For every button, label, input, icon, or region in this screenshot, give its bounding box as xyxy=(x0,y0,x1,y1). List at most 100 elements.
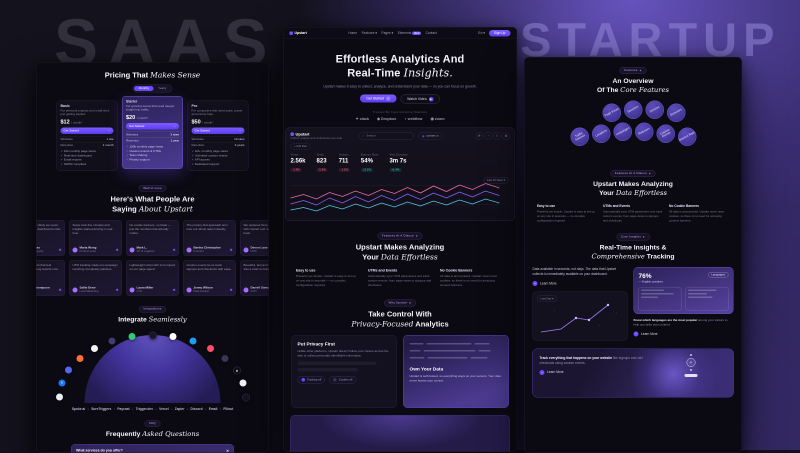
mini-panel xyxy=(638,287,682,312)
card-heading: Own Your Data xyxy=(409,366,444,373)
download-icon[interactable]: ⤓ xyxy=(493,132,501,140)
mock-row xyxy=(297,361,377,366)
nav-links: Home Features ▾ Pages ▾ Elements NEW Cont… xyxy=(348,31,437,36)
plan-name: Starter xyxy=(126,99,138,104)
testimonial-role: COO xyxy=(250,289,257,293)
hero-title: Effortless Analytics And Real-Time Insig… xyxy=(335,52,465,80)
realtime-lead: Data available in seconds, not days. The… xyxy=(532,267,616,277)
testimonial-card: UTM tracking made our campaign reporting… xyxy=(69,260,122,296)
logo-dropbox: ◆ Dropbox xyxy=(377,116,397,122)
overview-section: Features ✦ An Overview Of The Core Featu… xyxy=(525,58,742,161)
logo-vercel[interactable]: Vercel xyxy=(153,408,169,412)
card-body: Unlike other platforms, Upstart doesn't … xyxy=(297,350,389,358)
search-input[interactable]: ⌕ Search xyxy=(359,132,415,140)
integration-icon-15 xyxy=(242,393,250,402)
tracking-toggle[interactable]: Tracking off xyxy=(297,376,326,384)
twitter-icon xyxy=(189,337,197,345)
logo-suretriggers[interactable]: SureTriggers xyxy=(85,408,111,412)
learn-more-link[interactable]: → Learn More xyxy=(633,331,658,337)
arrow-right-icon: → xyxy=(539,369,545,375)
plan-description: For growing teams that need deeper insig… xyxy=(126,104,175,112)
get-started-button[interactable]: Get Started → xyxy=(360,94,397,103)
events-note: Track everything that happens on your we… xyxy=(539,356,643,366)
testimonial-card: The privacy-first approach won over our … xyxy=(183,220,236,256)
plan-row: Websites 3 sites xyxy=(126,131,179,137)
testimonial-name: Darrell Steward xyxy=(250,286,269,290)
bell-icon[interactable]: ◔ xyxy=(484,132,492,140)
billing-toggle-monthly[interactable]: Monthly xyxy=(134,85,154,91)
testimonial-card: We replaced three analytics tools with U… xyxy=(240,220,269,256)
nav-item-contact[interactable]: Contact xyxy=(425,31,437,35)
logo-zapier[interactable]: Zapier xyxy=(169,408,185,412)
testimonial-role: Data Analyst xyxy=(193,289,209,293)
logo-spoke-ai[interactable]: Spoke.ai xyxy=(71,407,86,412)
navbar: Upstart Home Features ▾ Pages ▾ Elements… xyxy=(283,27,517,39)
upstart-logo-icon xyxy=(290,132,294,137)
testimonial-quote: Upstart gave us clarity we never had bef… xyxy=(37,224,61,232)
testimonial-name: Michael Thompson xyxy=(36,286,50,290)
nav-item-features[interactable]: Features ▾ xyxy=(361,31,377,36)
integration-dome-graphic xyxy=(84,335,221,404)
refresh-icon[interactable]: ⟳ xyxy=(475,132,483,140)
dashboard-stats: Views 2.56k -1.9% Visits 823 -0.9% Visit… xyxy=(290,153,510,174)
billing-toggle[interactable]: Monthly Yearly xyxy=(132,84,173,93)
brand-logo[interactable]: Upstart xyxy=(289,31,307,35)
nav-item-pages[interactable]: Pages ▾ xyxy=(381,31,394,36)
billing-toggle-yearly[interactable]: Yearly xyxy=(158,86,167,90)
range-selector[interactable]: Last Day ▾ xyxy=(537,295,558,303)
learn-more-link[interactable]: → Learn More xyxy=(539,369,564,375)
language-selector[interactable]: En ▾ xyxy=(478,31,485,36)
testimonials-badge: Wall of Love xyxy=(138,185,167,192)
testimonial-name: Bertha Christopher xyxy=(193,246,221,250)
cookies-toggle[interactable]: Cookies off xyxy=(329,376,357,384)
get-started-button[interactable]: Get Started → xyxy=(60,127,114,135)
feature-circle: Locations xyxy=(592,124,611,144)
dashboard-tagline: Collect, analyze and understand your dat… xyxy=(290,137,343,141)
nav-item-home[interactable]: Home xyxy=(348,31,358,35)
logo-fillout[interactable]: Fillout xyxy=(217,408,233,412)
logo-email[interactable]: Email xyxy=(203,408,218,412)
logo-discord[interactable]: Discord xyxy=(184,408,203,412)
overview-badge: Features ✦ xyxy=(619,67,647,74)
delta-badge: +2.1% xyxy=(360,168,373,173)
get-started-button[interactable]: Get Started → xyxy=(191,127,245,135)
date-range-selector[interactable]: Last 30 Days ▾ xyxy=(483,177,509,184)
dashboard-header: Upstart Collect, analyze and understand … xyxy=(290,132,510,141)
integration-icon-11 xyxy=(207,345,214,353)
get-started-button[interactable]: Get Started → xyxy=(126,123,179,130)
arrow-right-icon: → xyxy=(173,124,176,128)
nav-item-elements[interactable]: Elements NEW xyxy=(397,31,422,35)
zoom-icon: ◉ xyxy=(430,116,434,122)
learn-more-link[interactable]: → Learn More xyxy=(532,281,557,287)
glance-title: Upstart Makes Analyzing Your Data Effort… xyxy=(355,243,445,262)
glance-col-cookies: No Cookie Banners All data is anonymized.… xyxy=(669,204,724,223)
testimonial-quote: The privacy-first approach won over our … xyxy=(186,224,228,232)
watch-video-button[interactable]: Watch Video ▶ xyxy=(400,94,440,104)
feature-circles: Page Views Sessions Devices Browsers Tra… xyxy=(525,100,742,161)
plan-price: $12 / month* xyxy=(60,119,83,126)
delta-badge: -0.9% xyxy=(316,168,328,173)
feature-circle: Bounce Rate xyxy=(678,127,697,147)
languages-note: Know which languages are the most popula… xyxy=(633,319,728,327)
plan-features: 100k monthly page views Custom events & … xyxy=(126,145,179,162)
stat-visit-duration: Visit Duration 3m 7s +1.4% xyxy=(389,153,408,173)
dashboard-preview: Upstart Collect, analyze and understand … xyxy=(285,127,515,222)
sign-up-button[interactable]: Sign Up xyxy=(488,29,511,37)
pricing-card-pro: Pro For companies that need scale, power… xyxy=(187,100,249,171)
privacy-first-card: Put Privacy First Unlike other platforms… xyxy=(291,335,397,409)
logo-paycast[interactable]: Paycast xyxy=(111,408,129,412)
webflow-icon: ◗ xyxy=(404,116,407,122)
next-section-preview xyxy=(290,415,510,452)
privacy-title: Take Control With Privacy-Focused Analyt… xyxy=(351,310,449,329)
logo-trigger-dev[interactable]: Trigger.dev xyxy=(130,408,153,412)
faq-item-expanded[interactable]: What services do you offer? ✕ We offer a… xyxy=(71,444,234,453)
mini-line-chart: + + + xyxy=(540,304,618,333)
integration-icon-12 xyxy=(221,355,229,363)
privacy-section: Why Upstart ✦ Take Control With Privacy-… xyxy=(284,297,517,409)
gear-icon[interactable]: ⚙ xyxy=(502,132,510,140)
domain-selector[interactable]: ◉ upstart.io xyxy=(418,132,443,140)
testimonial-name: Sadie Jones xyxy=(36,246,41,250)
add-filter-button[interactable]: + Add filter xyxy=(290,143,311,150)
avatar xyxy=(243,247,249,253)
languages-pill: Languages xyxy=(707,272,729,278)
